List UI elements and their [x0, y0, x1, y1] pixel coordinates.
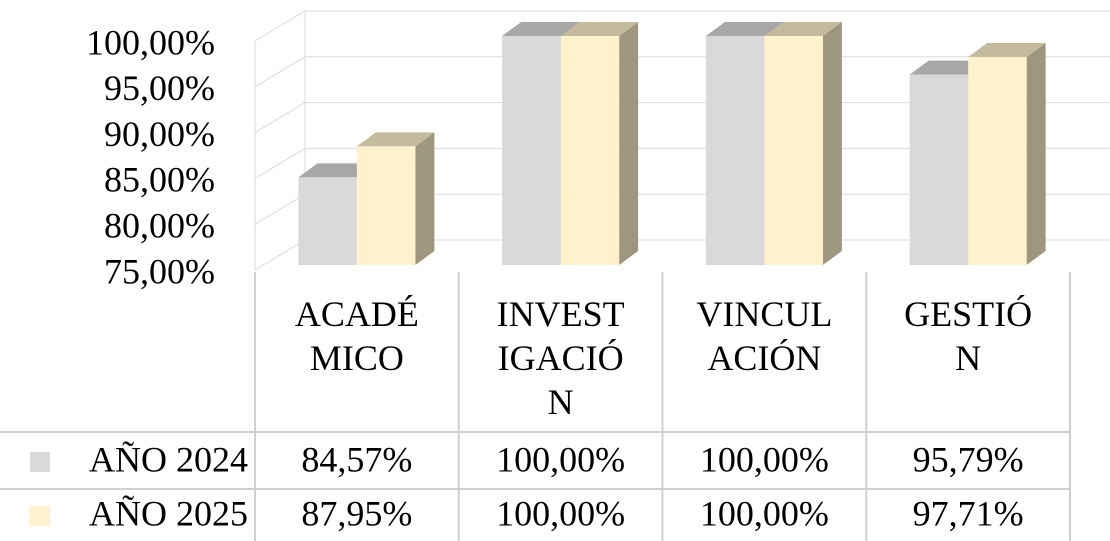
bar — [764, 36, 823, 265]
value-label: 100,00% — [496, 493, 625, 533]
grid-line — [254, 10, 1110, 42]
legend-label: AÑO 2025 — [89, 493, 248, 533]
value-label: 97,71% — [913, 493, 1024, 533]
value-label: 100,00% — [700, 493, 829, 533]
value-label: 87,95% — [301, 493, 412, 533]
bar-top — [764, 22, 842, 36]
bar-top — [356, 132, 435, 147]
value-label: 100,00% — [700, 439, 829, 479]
legend-label: AÑO 2024 — [89, 439, 248, 479]
bar — [909, 74, 969, 265]
bar — [356, 146, 416, 265]
bar — [502, 36, 561, 265]
x-tick-label: VINCULACIÓN — [696, 294, 833, 378]
bar — [560, 36, 620, 265]
bar — [968, 56, 1027, 266]
x-tick-label: ACADÉMICO — [294, 294, 419, 378]
bar — [298, 177, 357, 265]
y-tick-label: 75,00% — [104, 251, 215, 291]
value-label: 84,57% — [301, 439, 412, 479]
x-tick-label: INVESTIGACIÓN — [496, 294, 625, 422]
bar-top — [968, 42, 1046, 57]
y-tick-label: 85,00% — [104, 160, 215, 200]
legend-swatch — [30, 452, 50, 472]
value-label: 100,00% — [496, 439, 625, 479]
bar-side — [415, 132, 435, 265]
legend-swatch — [30, 506, 50, 526]
value-label: 95,79% — [913, 439, 1024, 479]
bar-top — [560, 22, 639, 36]
bar-side — [1026, 42, 1046, 266]
y-tick-label: 95,00% — [104, 68, 215, 108]
bar-top — [298, 163, 376, 178]
bar-side — [822, 22, 842, 265]
bar-top — [705, 22, 784, 36]
bar-side — [619, 22, 639, 265]
bar-top — [909, 60, 988, 75]
x-tick-label: GESTIÓN — [904, 294, 1033, 378]
y-tick-label: 90,00% — [104, 114, 215, 154]
bar-top — [502, 22, 580, 36]
y-tick-label: 80,00% — [104, 205, 215, 245]
bar — [705, 36, 765, 265]
y-tick-label: 100,00% — [86, 22, 215, 62]
